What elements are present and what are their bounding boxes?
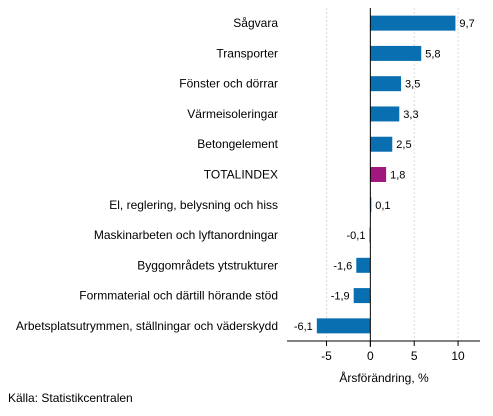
value-label: 0,1 — [375, 200, 390, 212]
value-label: 3,5 — [405, 79, 420, 91]
bar — [356, 257, 371, 273]
bar — [370, 45, 422, 61]
value-label: -1,9 — [331, 291, 350, 303]
gridlines — [325, 8, 459, 341]
category-label: Fönster och dörrar — [179, 77, 278, 91]
x-axis-label: Årsförändring, % — [339, 370, 429, 385]
category-label: Formmaterial och därtill hörande stöd — [79, 289, 278, 303]
bars — [316, 15, 456, 334]
category-label: Transporter — [216, 46, 278, 60]
category-label: TOTALINDEX — [204, 168, 278, 182]
value-label: -0,1 — [346, 230, 365, 242]
x-tick-labels: -5 0 5 10 — [321, 341, 465, 363]
value-label: -6,1 — [294, 321, 313, 333]
category-label: El, reglering, belysning och hiss — [109, 198, 278, 212]
bar — [370, 167, 387, 182]
bar — [353, 288, 371, 304]
value-label: -1,6 — [333, 260, 352, 272]
category-label: Maskinarbeten och lyftanordningar — [94, 228, 278, 242]
source-note: Källa: Statistikcentralen — [8, 391, 133, 405]
value-labels: 9,7 5,8 3,5 3,3 2,5 1,8 0,1 -0,1 -1,6 -1,9 -6,1 — [294, 18, 475, 333]
bar — [370, 136, 393, 152]
value-label: 2,5 — [396, 139, 411, 151]
value-label: 9,7 — [459, 18, 474, 30]
value-label: 5,8 — [425, 48, 440, 60]
value-label: 1,8 — [390, 170, 405, 182]
category-label: Byggområdets ytstrukturer — [137, 258, 278, 272]
bar — [370, 15, 456, 31]
bar — [370, 76, 402, 92]
x-tick-label: 5 — [411, 349, 418, 363]
category-label: Betongelement — [197, 137, 278, 151]
value-label: 3,3 — [403, 109, 418, 121]
bar — [370, 106, 400, 122]
x-tick-label: 0 — [367, 349, 374, 363]
category-labels: Sågvara Transporter Fönster och dörrar Värm… — [16, 16, 279, 333]
x-tick-label: 10 — [451, 349, 465, 363]
category-label: Arbetsplatsutrymmen, ställningar och väd… — [16, 319, 278, 333]
bar — [316, 318, 371, 334]
category-label: Sågvara — [233, 16, 278, 30]
category-label: Värmeisoleringar — [187, 107, 278, 121]
x-tick-label: -5 — [321, 349, 332, 363]
